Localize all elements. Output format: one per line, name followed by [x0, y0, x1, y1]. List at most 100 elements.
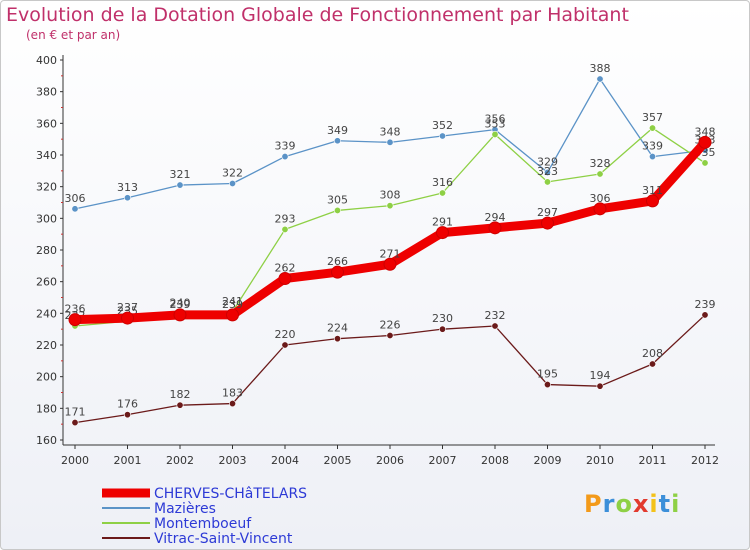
proxiti-logo: Proxiti — [584, 490, 680, 518]
data-point — [281, 341, 289, 349]
data-point — [648, 153, 656, 161]
data-label: 328 — [590, 157, 611, 170]
x-tick-label: 2011 — [639, 454, 667, 467]
data-label: 352 — [432, 119, 453, 132]
data-point — [386, 331, 394, 339]
logo-letter: r — [602, 490, 616, 518]
y-tick-label: 160 — [36, 434, 57, 447]
data-point — [71, 205, 79, 213]
data-label: 323 — [537, 165, 558, 178]
x-tick-label: 2001 — [114, 454, 142, 467]
x-tick-label: 2005 — [324, 454, 352, 467]
data-point — [491, 322, 499, 330]
data-label: 237 — [117, 301, 138, 314]
data-point — [593, 202, 607, 216]
data-point — [438, 189, 446, 197]
data-label: 194 — [590, 369, 611, 382]
data-point — [596, 170, 604, 178]
y-tick-label: 280 — [36, 244, 57, 257]
chart-title: Evolution de la Dotation Globale de Fonc… — [6, 4, 629, 26]
data-point — [229, 400, 237, 408]
y-tick-label: 340 — [36, 149, 57, 162]
data-label: 306 — [65, 192, 86, 205]
data-label: 305 — [327, 193, 348, 206]
y-tick-label: 320 — [36, 181, 57, 194]
logo-letter: t — [658, 490, 672, 518]
data-point — [176, 401, 184, 409]
data-point — [333, 137, 341, 145]
data-point — [121, 311, 134, 325]
logo-letter: i — [649, 490, 659, 518]
data-label: 291 — [432, 216, 453, 229]
data-point — [229, 180, 237, 188]
data-point — [173, 308, 187, 322]
data-label: 171 — [65, 406, 86, 419]
legend-label: Vitrac-Saint-Vincent — [154, 531, 293, 547]
legend-label: CHERVES-CHâTELARS — [154, 486, 307, 502]
data-label: 313 — [117, 181, 138, 194]
data-point — [488, 221, 502, 235]
data-label: 271 — [380, 247, 401, 260]
x-tick-label: 2010 — [586, 454, 614, 467]
logo-letter: x — [632, 490, 650, 518]
y-tick-label: 380 — [36, 86, 57, 99]
data-label: 316 — [432, 176, 453, 189]
data-label: 311 — [642, 184, 663, 197]
data-label: 329 — [537, 155, 558, 168]
data-label: 176 — [117, 398, 138, 411]
data-point — [331, 265, 344, 279]
y-tick-label: 360 — [36, 117, 57, 130]
data-point — [68, 313, 82, 327]
data-label: 349 — [327, 124, 348, 137]
data-label: 348 — [695, 125, 716, 138]
data-point — [386, 138, 394, 146]
data-point — [226, 308, 239, 322]
data-label: 339 — [275, 140, 296, 153]
x-tick-label: 2002 — [166, 454, 194, 467]
data-label: 321 — [170, 168, 191, 181]
data-label: 239 — [170, 298, 191, 311]
data-point — [596, 382, 604, 390]
data-label: 236 — [65, 303, 86, 316]
data-label: 195 — [537, 368, 558, 381]
data-point — [383, 257, 397, 271]
legend-label: Mazières — [154, 501, 216, 517]
x-tick-label: 2003 — [219, 454, 247, 467]
data-label: 356 — [485, 113, 506, 126]
data-point — [438, 325, 446, 333]
y-tick-label: 240 — [36, 307, 57, 320]
data-label: 241 — [222, 295, 243, 308]
x-tick-label: 2006 — [376, 454, 404, 467]
y-tick-label: 180 — [36, 402, 57, 415]
y-tick-label: 220 — [36, 339, 57, 352]
data-point — [646, 194, 659, 208]
data-point — [281, 225, 289, 233]
data-point — [701, 159, 709, 167]
data-label: 297 — [537, 206, 558, 219]
data-point — [543, 168, 551, 176]
data-label: 266 — [327, 255, 348, 268]
data-label: 208 — [642, 347, 663, 360]
data-label: 357 — [642, 111, 663, 124]
data-point — [648, 360, 656, 368]
x-tick-label: 2007 — [429, 454, 457, 467]
data-point — [124, 194, 132, 202]
data-label: 226 — [380, 319, 401, 332]
data-label: 308 — [380, 189, 401, 202]
x-tick-label: 2000 — [61, 454, 89, 467]
y-tick-label: 200 — [36, 371, 57, 384]
data-point — [124, 411, 132, 419]
data-label: 220 — [275, 328, 296, 341]
data-label: 348 — [380, 125, 401, 138]
data-point — [278, 272, 292, 285]
data-point — [281, 153, 289, 161]
data-label: 339 — [642, 140, 663, 153]
data-point — [333, 335, 341, 343]
data-label: 294 — [485, 211, 506, 224]
data-point — [438, 132, 446, 140]
data-point — [333, 206, 341, 214]
data-label: 232 — [485, 309, 506, 322]
data-label: 262 — [275, 262, 296, 275]
data-label: 240 — [170, 296, 191, 309]
